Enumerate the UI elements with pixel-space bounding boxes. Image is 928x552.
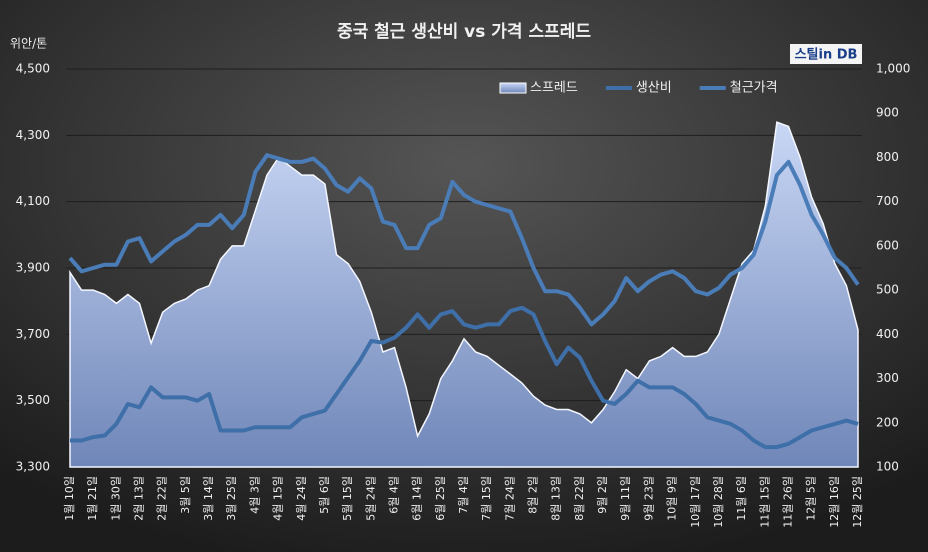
x-tick-label: 12월 25일 bbox=[850, 476, 864, 528]
x-tick-label: 12월 16일 bbox=[827, 476, 841, 528]
x-tick-label: 7월 24일 bbox=[502, 476, 516, 521]
x-tick-label: 7월 15일 bbox=[479, 476, 493, 521]
x-tick-label: 10월 17일 bbox=[688, 476, 702, 528]
chart-title: 중국 철근 생산비 vs 가격 스프레드 bbox=[337, 22, 591, 42]
x-tick-label: 11월 15일 bbox=[757, 476, 771, 528]
x-tick-label: 6월 14일 bbox=[410, 476, 424, 521]
y2-tick-label: 100 bbox=[876, 460, 899, 474]
y-tick-label: 4,100 bbox=[16, 194, 50, 208]
series-line bbox=[68, 153, 860, 327]
x-tick-label: 9월 11일 bbox=[618, 476, 632, 521]
series-line bbox=[70, 305, 859, 450]
y2-tick-label: 700 bbox=[876, 194, 899, 208]
y-tick-label: 3,700 bbox=[16, 327, 50, 341]
x-tick-label: 3월 14일 bbox=[201, 476, 215, 521]
x-tick-label: 9월 2일 bbox=[595, 476, 609, 514]
x-tick-label: 11월 6일 bbox=[734, 476, 748, 521]
x-tick-label: 5월 6일 bbox=[317, 476, 331, 514]
y2-tick-label: 600 bbox=[876, 238, 899, 252]
x-tick-label: 1월 30일 bbox=[108, 476, 122, 521]
y-axis-label: 위안/톤 bbox=[10, 37, 47, 51]
y-tick-label: 3,500 bbox=[16, 393, 50, 407]
y2-tick-label: 500 bbox=[876, 283, 899, 297]
x-tick-label: 4월 3일 bbox=[247, 476, 261, 514]
x-tick-label: 3월 5일 bbox=[178, 476, 192, 514]
x-tick-label: 8월 22일 bbox=[572, 476, 586, 521]
y-tick-label: 4,500 bbox=[16, 62, 50, 76]
spread-area bbox=[69, 121, 859, 468]
x-tick-label: 3월 25일 bbox=[224, 476, 238, 521]
x-tick-label: 1월 10일 bbox=[62, 476, 76, 521]
x-tick-label: 8월 2일 bbox=[526, 476, 540, 514]
x-tick-label: 4월 15일 bbox=[271, 476, 285, 521]
x-tick-label: 4월 24일 bbox=[294, 476, 308, 521]
x-tick-label: 12월 5일 bbox=[804, 476, 818, 521]
y-tick-label: 4,300 bbox=[16, 128, 50, 142]
legend-label: 스프레드 bbox=[530, 81, 578, 96]
y2-tick-label: 400 bbox=[876, 327, 899, 341]
y2-tick-label: 200 bbox=[876, 415, 899, 429]
logo: 스틸in DB bbox=[795, 48, 858, 63]
x-tick-label: 9월 23일 bbox=[641, 476, 655, 521]
y-tick-label: 3,900 bbox=[16, 261, 50, 275]
x-tick-label: 2월 22일 bbox=[155, 476, 169, 521]
y2-tick-label: 800 bbox=[876, 150, 899, 164]
x-tick-label: 5월 15일 bbox=[340, 476, 354, 521]
y2-tick-label: 900 bbox=[876, 106, 899, 120]
legend-label: 철근가격 bbox=[730, 81, 778, 96]
x-tick-label: 6월 4일 bbox=[386, 476, 400, 514]
x-tick-label: 5월 24일 bbox=[363, 476, 377, 521]
x-tick-label: 8월 13일 bbox=[549, 476, 563, 521]
x-tick-label: 2월 13일 bbox=[132, 476, 146, 521]
logo-box bbox=[790, 44, 862, 64]
x-tick-label: 1월 21일 bbox=[85, 476, 99, 521]
x-tick-label: 11월 26일 bbox=[780, 476, 794, 528]
x-tick-label: 10월 28일 bbox=[711, 476, 725, 528]
y2-tick-label: 1,000 bbox=[876, 62, 910, 76]
x-tick-label: 6월 25일 bbox=[433, 476, 447, 521]
y2-tick-label: 300 bbox=[876, 371, 899, 385]
y-tick-label: 3,300 bbox=[16, 460, 50, 474]
x-tick-label: 10월 9일 bbox=[665, 476, 679, 521]
x-tick-label: 7월 4일 bbox=[456, 476, 470, 514]
legend-swatch bbox=[499, 82, 527, 94]
legend-label: 생산비 bbox=[636, 81, 672, 96]
